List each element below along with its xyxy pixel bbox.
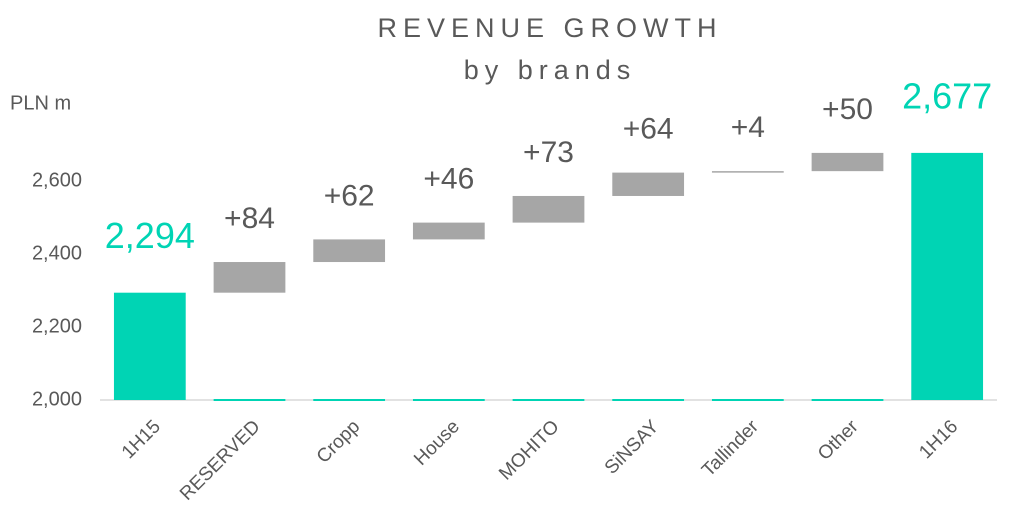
value-label: 2,294 [105,215,195,256]
x-tick-label: Tallinder [698,416,763,481]
value-label: +62 [324,179,375,212]
chart-subtitle: by brands [464,55,637,85]
value-label: +4 [731,111,765,144]
total-bar [911,152,984,400]
x-tick-label: SiNSAY [601,416,664,479]
delta-bar [811,152,884,172]
y-tick-label: 2,200 [32,315,82,337]
total-bar [113,292,186,400]
value-label: +46 [423,163,474,196]
value-label: +84 [224,202,275,235]
value-label: +50 [822,93,873,126]
x-tick-label: 1H15 [118,416,165,463]
x-tick-label: MOHITO [495,416,563,484]
x-tick-label: 1H16 [915,416,962,463]
y-tick-label: 2,400 [32,242,82,264]
x-tick-label: RESERVED [176,416,265,505]
delta-bar [512,195,585,223]
delta-bar [612,172,685,196]
y-tick-label: 2,000 [32,388,82,410]
y-tick-label: 2,600 [32,169,82,191]
value-label: +73 [523,136,574,169]
value-label: +64 [623,113,674,146]
x-tick-label: House [410,416,464,470]
x-tick-label: Other [814,416,863,465]
delta-bar [213,262,286,293]
chart-title: REVENUE GROWTH [377,13,722,43]
delta-bar [711,171,784,173]
y-axis-label: PLN m [10,92,71,114]
value-label: 2,677 [902,75,992,116]
delta-bar [412,222,485,240]
x-tick-label: Cropp [313,416,364,467]
delta-bar [313,239,386,263]
